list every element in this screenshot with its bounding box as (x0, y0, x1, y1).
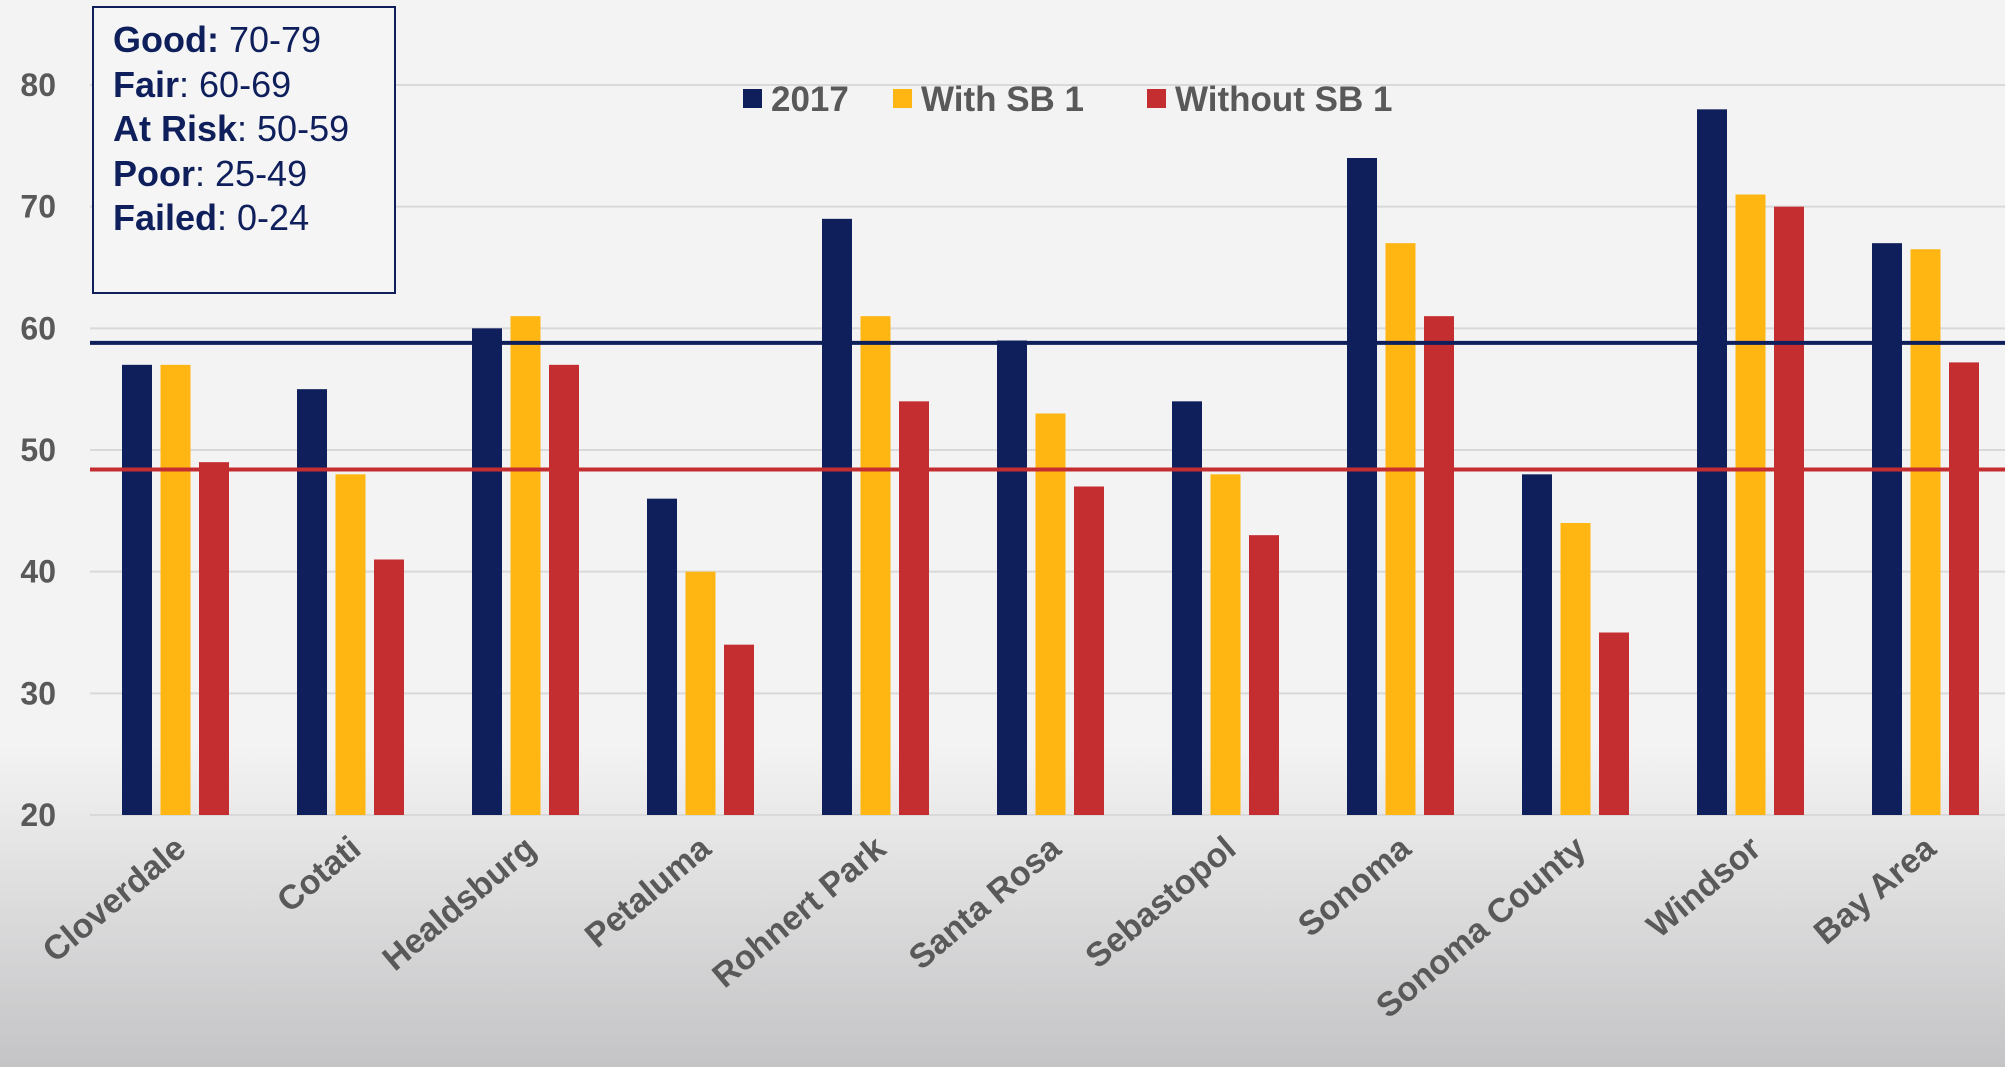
bar (1210, 474, 1241, 815)
rating-at-risk: At Risk: 50-59 (113, 107, 394, 152)
bar (822, 218, 852, 816)
y-tick-label: 60 (20, 310, 56, 346)
category-label: Cotati (270, 829, 368, 920)
bar (1697, 109, 1727, 816)
category-label: Cloverdale (36, 829, 194, 970)
bar (1385, 243, 1416, 815)
bar (1560, 523, 1591, 815)
bar (1872, 243, 1902, 815)
y-tick-label: 30 (20, 675, 56, 711)
bar (1774, 206, 1804, 815)
bar (997, 340, 1027, 815)
category-label: Santa Rosa (902, 828, 1069, 977)
rating-label: Good: (113, 19, 219, 60)
bar (1735, 194, 1766, 815)
bar (860, 316, 891, 815)
category-label: Petaluma (578, 828, 719, 955)
bar (297, 389, 327, 815)
bar (1910, 249, 1941, 815)
bar (122, 364, 152, 815)
bar (549, 364, 579, 815)
bar (1424, 316, 1454, 815)
rating-label: Poor (113, 152, 196, 194)
y-tick-label: 80 (20, 67, 56, 103)
legend-label: 2017 (771, 80, 849, 119)
legend-label: With SB 1 (921, 80, 1084, 119)
x-axis-labels: Cloverdale Cotati Healdsburg PetalumaRohner… (36, 828, 1944, 1025)
rating-range: : 50-59 (237, 108, 350, 149)
category-label: Healdsburg (375, 829, 543, 978)
legend: 2017 With SB 1 Without SB 1 (743, 80, 1392, 119)
rating-range: : 0-24 (217, 197, 310, 238)
category-label: Windsor (1640, 829, 1768, 945)
bar (335, 474, 366, 815)
category-label: Sebastopol (1078, 829, 1243, 976)
bar (1522, 474, 1552, 815)
rating-range: 70-79 (218, 19, 322, 60)
bar (685, 571, 716, 815)
rating-label: Failed (113, 197, 218, 238)
bar (1347, 158, 1377, 815)
bar (510, 316, 541, 815)
bar (1949, 362, 1979, 815)
bar (647, 498, 677, 815)
y-tick-label: 50 (20, 432, 56, 468)
legend-swatch (743, 89, 762, 108)
bar (899, 401, 929, 815)
rating-label: At Risk (113, 108, 238, 149)
rating-range: : 25-49 (195, 152, 308, 194)
bar (160, 364, 191, 815)
bar (724, 644, 754, 815)
category-label: Rohnert Park (705, 829, 893, 995)
rating-poor: Poor: 25-49 (113, 152, 394, 197)
legend-label: Without SB 1 (1175, 80, 1392, 119)
category-label: Bay Area (1807, 828, 1944, 952)
rating-label: Fair (113, 63, 180, 105)
bars (122, 109, 1979, 816)
rating-failed: Failed: 0-24 (113, 196, 394, 241)
bar (199, 462, 229, 815)
y-tick-label: 20 (20, 797, 56, 833)
rating-range: : 60-69 (179, 63, 292, 105)
reference-lines (90, 340, 2005, 472)
y-axis-ticks: 20 30 40 50 60 70 80 (20, 67, 56, 833)
bar (1599, 632, 1629, 815)
y-tick-label: 40 (20, 554, 56, 590)
y-tick-label: 70 (20, 189, 56, 225)
bar (1249, 535, 1279, 815)
bar (374, 559, 404, 815)
bar (1172, 401, 1202, 815)
rating-fair: Fair: 60-69 (113, 63, 394, 108)
bar (1074, 486, 1104, 815)
category-label: Sonoma (1291, 828, 1419, 944)
legend-swatch (1147, 89, 1166, 108)
legend-swatch (893, 89, 912, 108)
rating-legend-box: Good: 70-79 Fair: 60-69 At Risk: 50-59 P… (92, 6, 396, 294)
bar (1035, 413, 1066, 815)
bar (472, 328, 502, 815)
rating-good: Good: 70-79 (113, 18, 394, 63)
